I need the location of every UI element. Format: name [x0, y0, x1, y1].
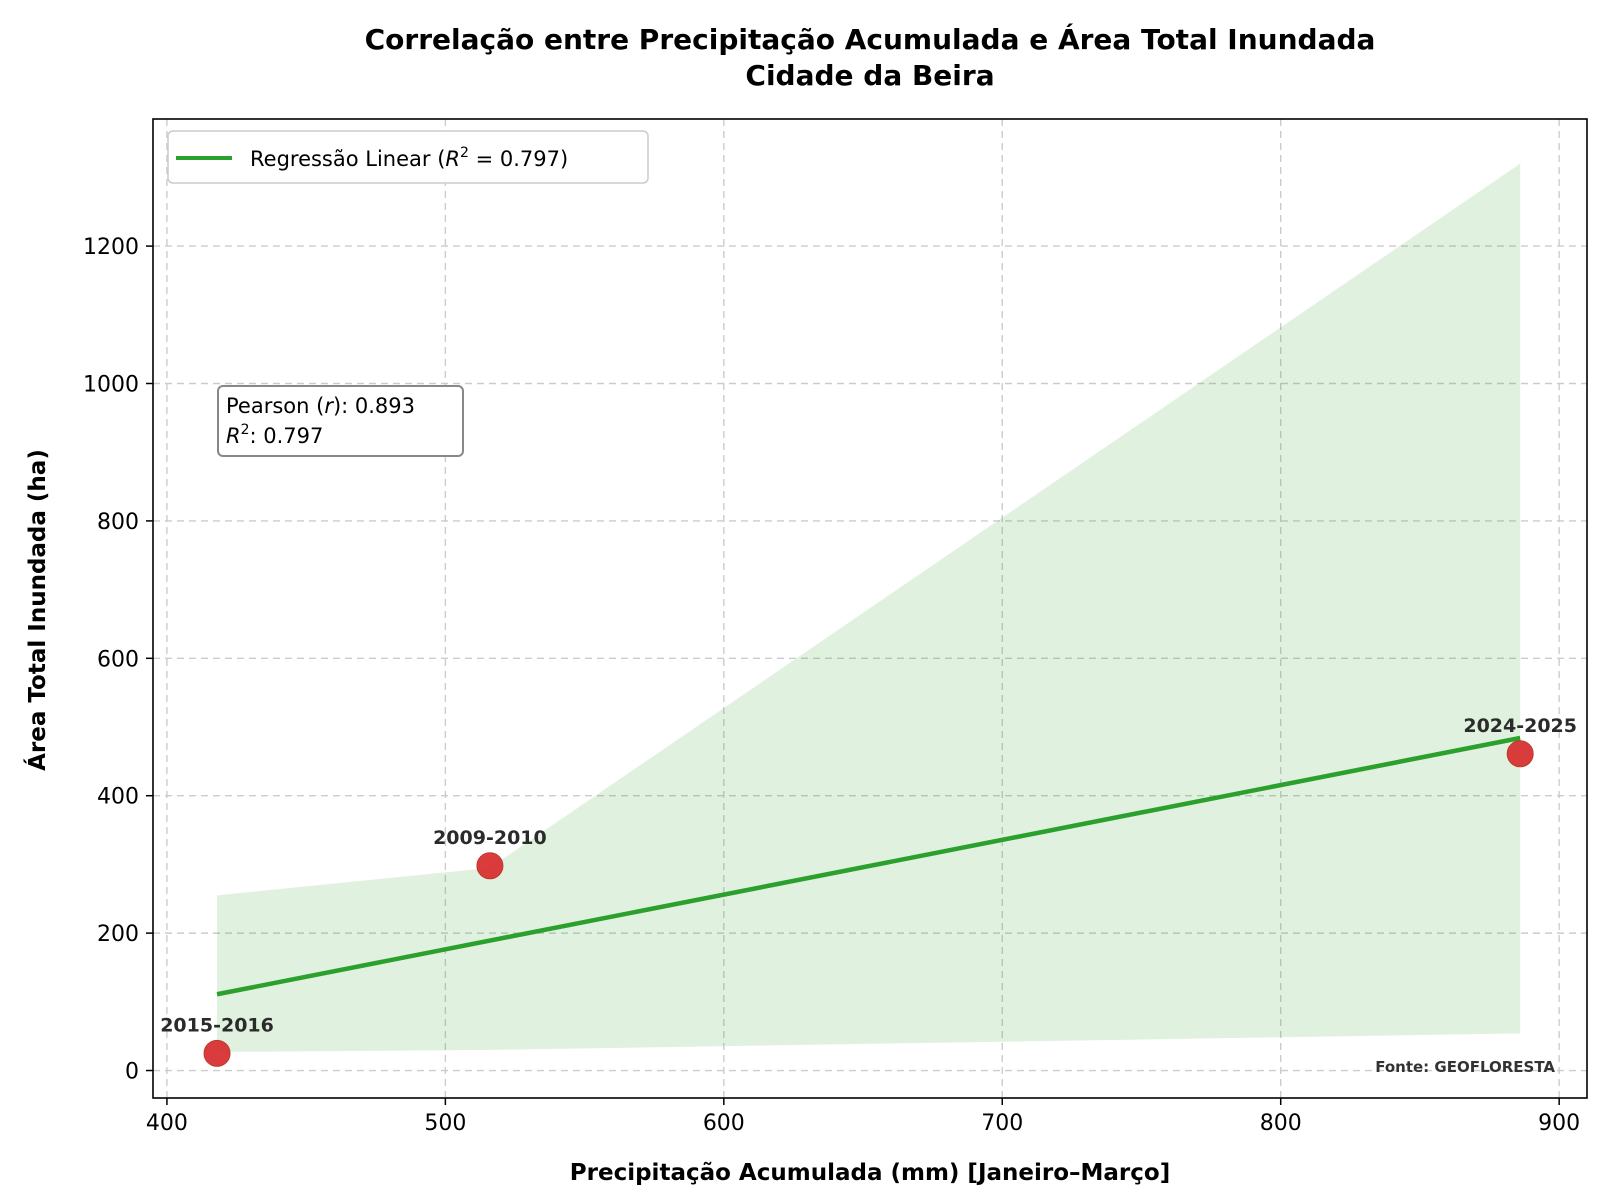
y-tick-label: 800	[97, 510, 139, 535]
x-axis-ticks: 400 500 600 700 800 900	[146, 1098, 1580, 1136]
chart-title: Correlação entre Precipitação Acumulada …	[365, 22, 1376, 56]
stats-box-frame	[217, 385, 464, 457]
x-axis-label: Precipitação Acumulada (mm) [Janeiro–Mar…	[570, 1160, 1170, 1186]
y-axis-label: Área Total Inundada (ha)	[23, 449, 51, 771]
data-point	[1506, 740, 1534, 768]
y-tick-label: 1200	[83, 235, 139, 260]
stats-box: Pearson (r): 0.893 R2: 0.797	[217, 385, 464, 457]
pearson-stat: Pearson (r): 0.893	[226, 394, 415, 418]
data-points	[203, 740, 1534, 1067]
confidence-band	[217, 163, 1521, 1052]
x-tick-label: 600	[703, 1111, 745, 1136]
legend-box	[167, 130, 649, 184]
point-labels: 2015-2016 2009-2010 2024-2025	[160, 715, 1577, 1037]
y-tick-label: 1000	[83, 373, 139, 398]
data-point	[476, 852, 504, 880]
y-tick-label: 0	[125, 1060, 139, 1085]
r2-stat: R2: 0.797	[226, 422, 323, 448]
chart-subtitle: Cidade da Beira	[745, 59, 994, 92]
x-tick-label: 500	[424, 1111, 466, 1136]
grid-lines	[153, 119, 1587, 1098]
point-label: 2009-2010	[433, 827, 547, 849]
data-point	[203, 1039, 231, 1067]
x-tick-label: 900	[1538, 1111, 1580, 1136]
source-note: Fonte: GEOFLORESTA	[1375, 1058, 1555, 1076]
point-label: 2024-2025	[1463, 715, 1577, 737]
point-label: 2015-2016	[160, 1014, 274, 1036]
x-tick-label: 800	[1260, 1111, 1302, 1136]
y-tick-label: 200	[97, 922, 139, 947]
y-axis-ticks: 0 200 400 600 800 1000 1200	[83, 235, 153, 1085]
plot-frame	[152, 118, 1588, 1099]
x-tick-label: 700	[981, 1111, 1023, 1136]
regression-line	[216, 735, 1521, 997]
legend-label: Regressão Linear (R2 = 0.797)	[250, 145, 568, 171]
x-tick-label: 400	[146, 1111, 188, 1136]
legend: Regressão Linear (R2 = 0.797)	[167, 130, 649, 184]
y-tick-label: 400	[97, 785, 139, 810]
y-tick-label: 600	[97, 647, 139, 672]
